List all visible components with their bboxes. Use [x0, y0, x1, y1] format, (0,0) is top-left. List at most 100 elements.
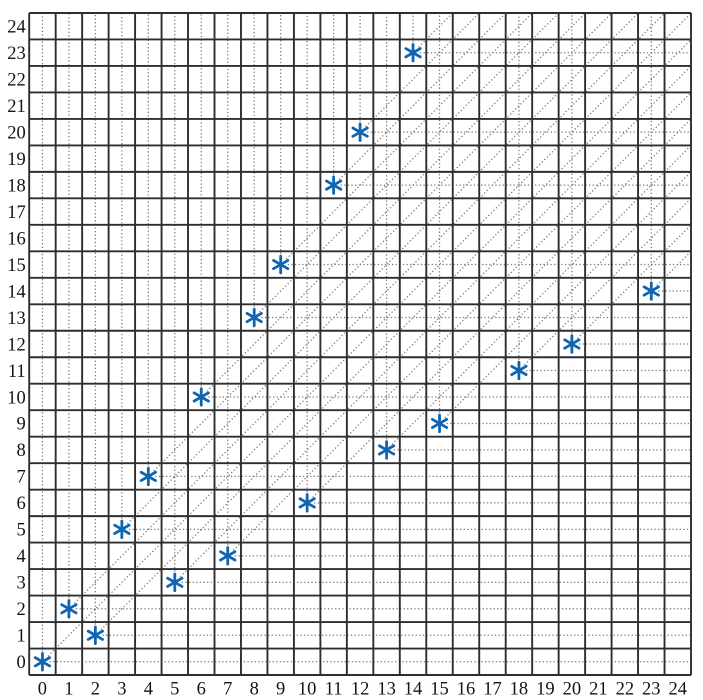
dotted-ray-diagonal — [444, 172, 691, 419]
data-point-marker — [325, 175, 343, 195]
y-tick-label: 12 — [7, 335, 26, 355]
data-point-marker — [139, 466, 157, 487]
data-point-marker — [351, 122, 369, 142]
y-tick-label: 16 — [7, 229, 26, 249]
y-tick-label: 6 — [16, 494, 25, 514]
asterisk-arm — [60, 603, 78, 615]
data-point-marker — [192, 387, 210, 407]
data-point-marker — [272, 254, 290, 275]
x-tick-label: 3 — [117, 680, 126, 700]
x-tick-label: 2 — [91, 680, 100, 700]
y-tick-label: 23 — [7, 44, 26, 64]
asterisk-arm — [642, 285, 660, 297]
asterisk-arm — [351, 126, 369, 138]
y-tick-label: 13 — [7, 309, 26, 329]
y-tick-label: 11 — [8, 362, 26, 382]
dotted-ray-diagonal — [73, 13, 664, 604]
x-tick-label: 24 — [669, 680, 688, 700]
data-point-marker — [219, 546, 237, 566]
asterisk-arm — [192, 391, 210, 403]
y-tick-label: 2 — [16, 600, 25, 620]
dotted-ray-diagonal — [656, 252, 691, 286]
y-tick-label: 4 — [16, 547, 25, 567]
dotted-ray-diagonal — [232, 93, 691, 551]
data-point-marker — [642, 281, 660, 301]
x-tick-label: 17 — [483, 680, 502, 700]
y-tick-label: 20 — [7, 123, 26, 143]
asterisk-arm — [563, 338, 581, 350]
x-tick-label: 0 — [38, 680, 47, 700]
x-tick-label: 11 — [325, 680, 343, 700]
asterisk-arm — [325, 179, 343, 191]
data-point-marker — [404, 43, 422, 63]
y-tick-label: 7 — [16, 468, 25, 488]
x-tick-label: 15 — [430, 680, 449, 700]
asterisk-arm — [377, 444, 396, 456]
data-point-marker — [430, 413, 449, 434]
x-tick-label: 19 — [536, 680, 555, 700]
data-point-marker — [298, 493, 316, 513]
data-point-marker — [60, 599, 78, 619]
x-tick-label: 18 — [510, 680, 529, 700]
asterisk-arm — [86, 629, 104, 641]
y-tick-label: 22 — [7, 71, 26, 91]
data-point-marker — [245, 307, 263, 328]
dotted-ray-diagonal — [523, 199, 691, 366]
data-point-marker — [377, 440, 396, 460]
dotted-ray-diagonal — [312, 119, 691, 498]
dotted-ray-diagonal — [576, 225, 691, 339]
x-tick-label: 10 — [298, 680, 317, 700]
y-tick-label: 1 — [16, 627, 25, 647]
x-tick-label: 6 — [197, 680, 206, 700]
data-point-marker — [113, 519, 131, 540]
dotted-ray-diagonal — [338, 13, 505, 181]
x-tick-label: 23 — [642, 680, 661, 700]
y-tick-label: 17 — [7, 203, 26, 223]
dotted-ray-diagonal — [285, 13, 532, 260]
dotted-ray-diagonal — [418, 13, 453, 48]
y-tick-label: 0 — [16, 653, 25, 673]
y-tick-label: 9 — [16, 415, 25, 435]
data-point-marker — [33, 652, 52, 672]
x-tick-label: 21 — [589, 680, 608, 700]
y-tick-label: 3 — [16, 574, 25, 594]
x-tick-label: 7 — [223, 680, 232, 700]
y-tick-label: 5 — [16, 521, 25, 541]
y-tick-label: 24 — [7, 18, 26, 38]
y-tick-label: 15 — [7, 256, 26, 276]
asterisk-arm — [113, 523, 131, 535]
asterisk-arm — [510, 364, 528, 377]
data-point-marker — [510, 360, 528, 381]
x-tick-label: 13 — [377, 680, 396, 700]
y-tick-label: 14 — [7, 282, 26, 302]
x-tick-label: 1 — [64, 680, 73, 700]
y-tick-label: 10 — [7, 388, 26, 408]
dotted-ray-diagonal — [47, 13, 691, 657]
asterisk-arm — [139, 470, 157, 482]
dotted-ray-diagonal — [365, 13, 479, 128]
data-point-marker — [86, 625, 104, 645]
x-tick-label: 22 — [616, 680, 635, 700]
asterisk-arm — [245, 311, 263, 324]
dotted-ray-diagonal — [259, 13, 558, 313]
asterisk-arm — [404, 47, 422, 59]
data-point-marker — [166, 572, 184, 593]
x-tick-label: 14 — [404, 680, 423, 700]
dotted-ray-diagonal — [126, 13, 638, 525]
asterisk-arm — [33, 656, 52, 668]
x-tick-label: 9 — [276, 680, 285, 700]
y-tick-label: 8 — [16, 441, 25, 461]
y-tick-label: 19 — [7, 150, 26, 170]
x-tick-label: 5 — [170, 680, 179, 700]
dotted-ray-diagonal — [179, 66, 691, 578]
dotted-ray-diagonal — [100, 40, 691, 631]
x-tick-label: 4 — [144, 680, 153, 700]
asterisk-arm — [219, 550, 237, 562]
x-tick-label: 20 — [563, 680, 582, 700]
asterisk-arm — [166, 576, 184, 588]
asterisk-arm — [430, 417, 449, 429]
x-tick-label: 8 — [250, 680, 259, 700]
dotted-ray-diagonal — [153, 13, 611, 472]
